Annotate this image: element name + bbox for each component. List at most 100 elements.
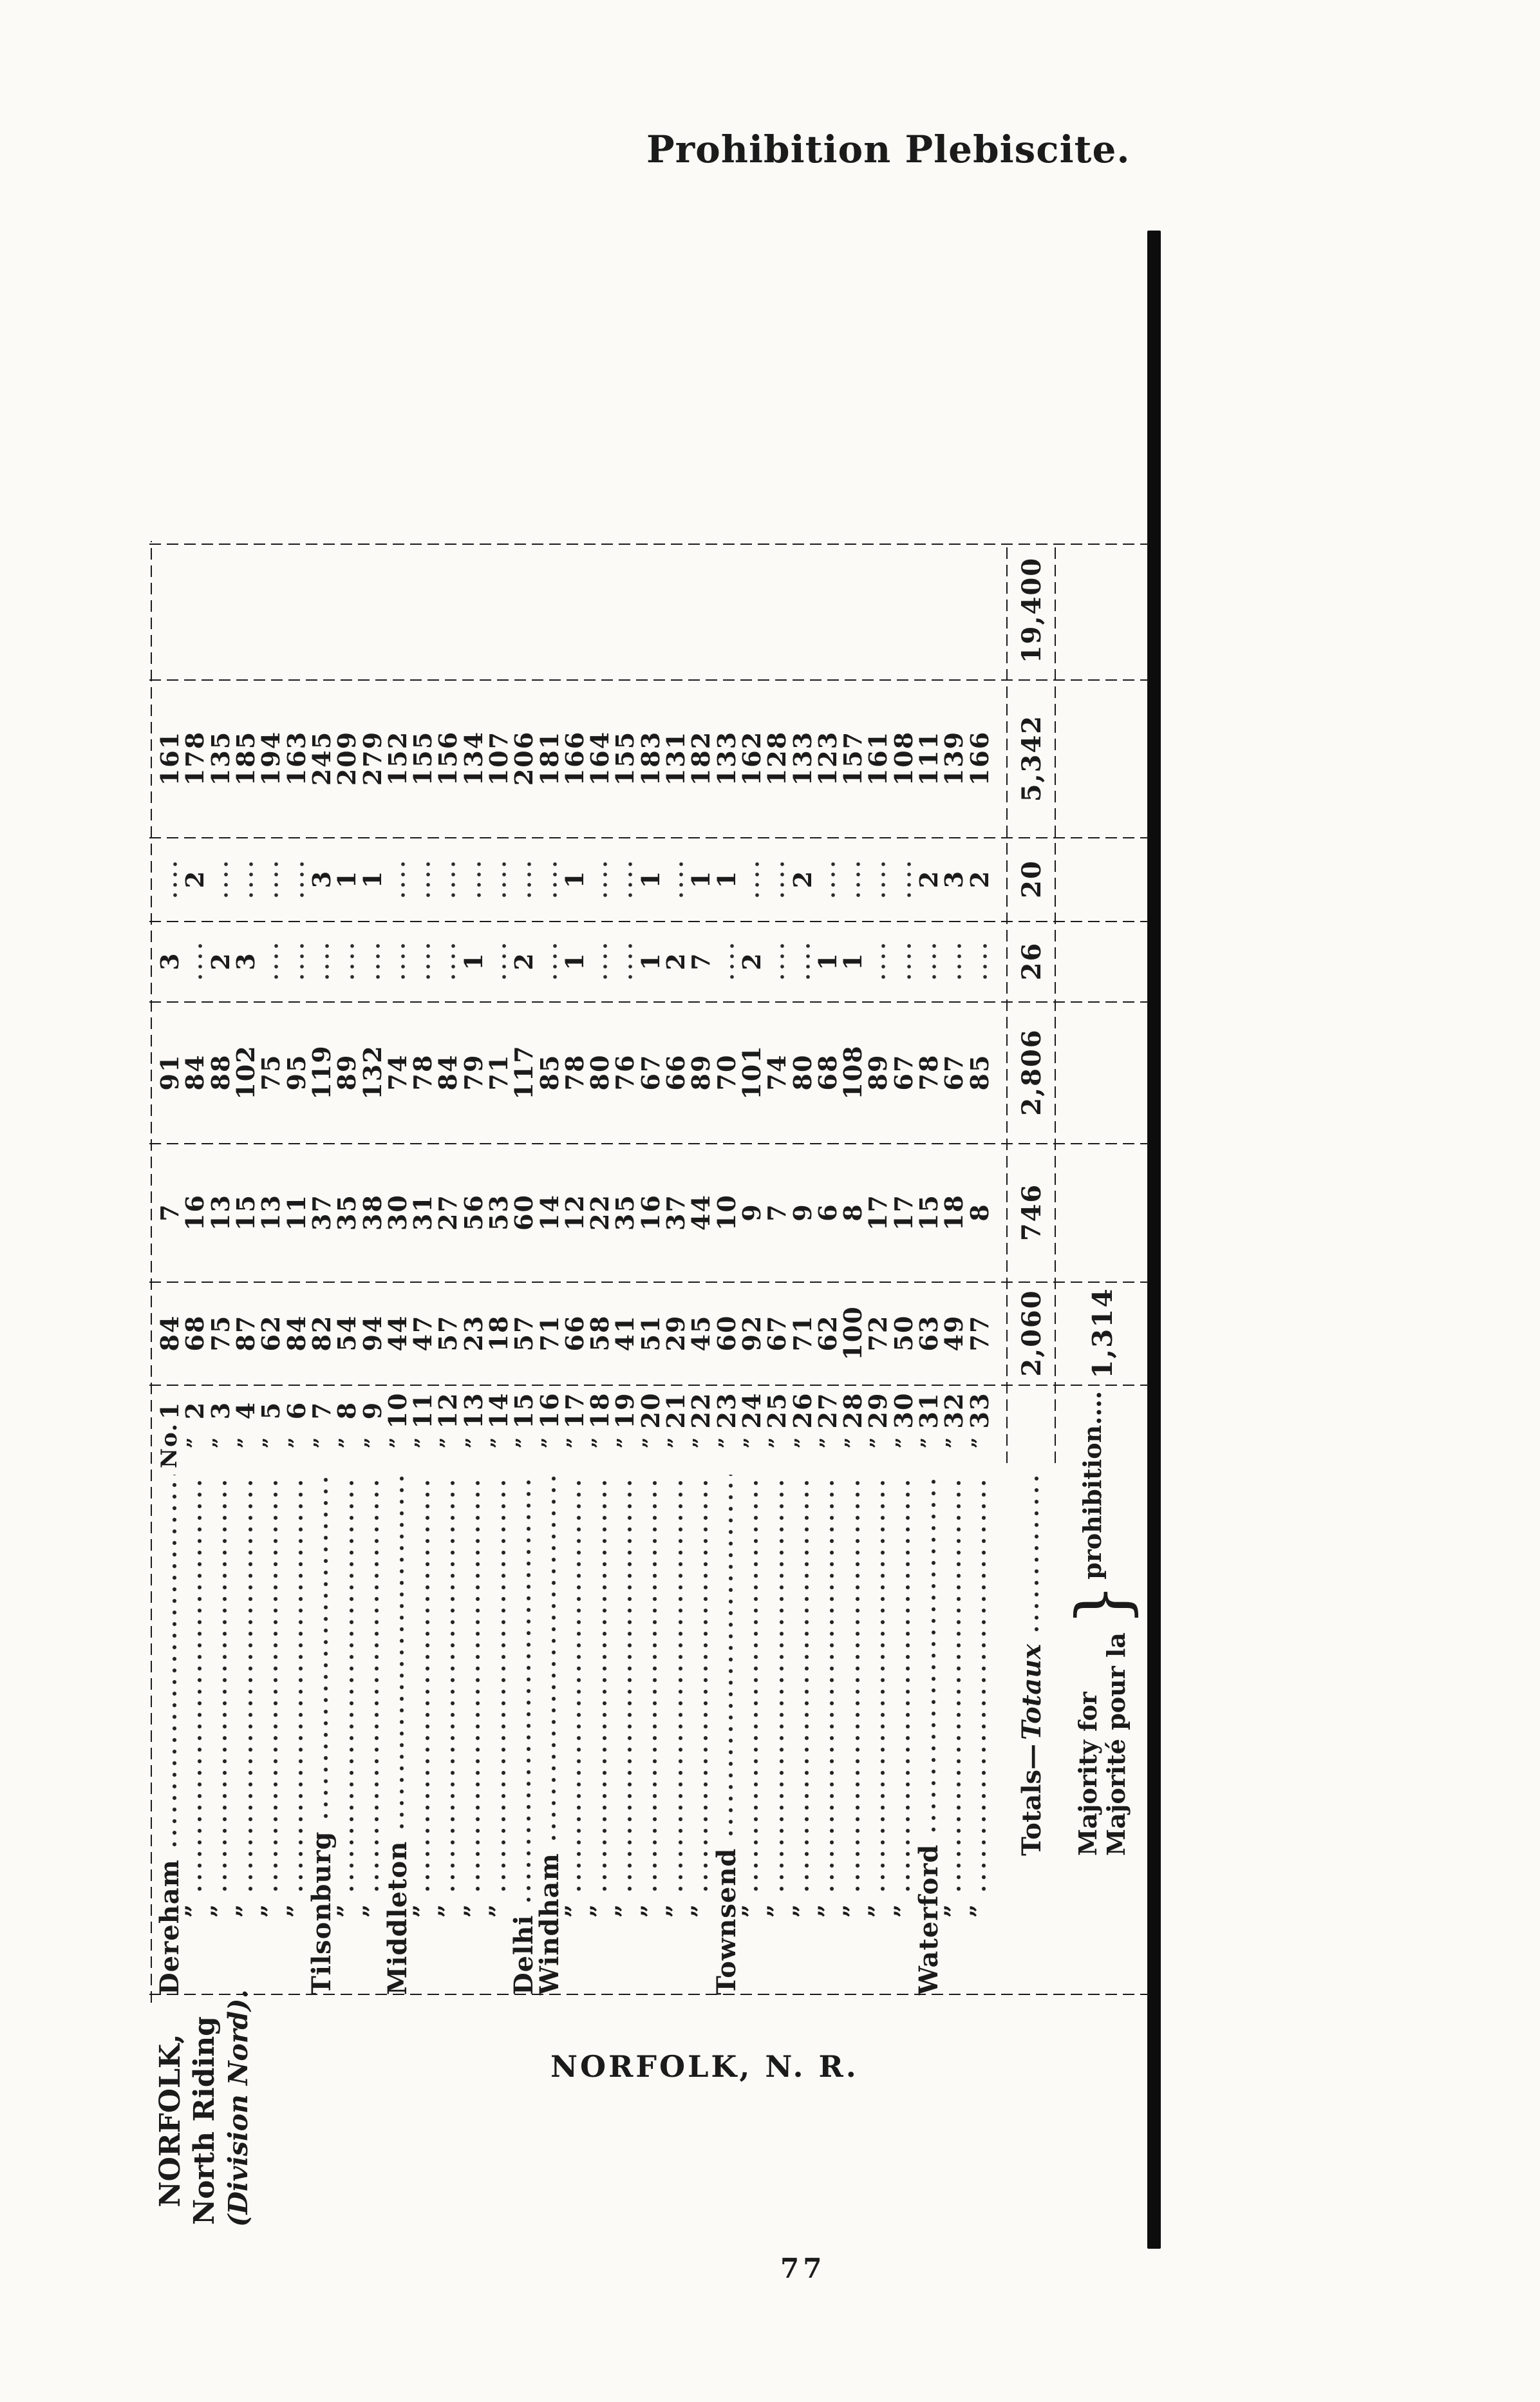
district-name: Townsend [711, 1848, 742, 1995]
dotted-leader [1033, 1475, 1040, 1635]
col5-value [663, 837, 688, 921]
col4-value [790, 921, 815, 1001]
col4-value [486, 921, 511, 1001]
margin-label-line2: North Riding [188, 2016, 221, 2225]
subdivision-number: 15 [509, 1392, 539, 1429]
names-on-list: 209 [332, 730, 362, 786]
empty-cell-dots [931, 940, 938, 983]
col5-value [157, 837, 182, 921]
no-ditto: ” [943, 1436, 966, 1449]
district-ditto: ” [940, 1904, 968, 1918]
district-cell: ” [738, 1468, 765, 2003]
dotted-leader [399, 1475, 406, 1832]
no-ditto: ” [690, 1436, 713, 1449]
empty-cell-dots [501, 940, 507, 983]
district-cell: ” [434, 1468, 461, 2003]
empty-cell-dots [855, 858, 862, 900]
no-ditto: ” [487, 1436, 510, 1449]
table-row: ” ” 4 87 15 102 3 185 [231, 541, 260, 2003]
col5-value [385, 837, 410, 921]
votes-polled: 74 [382, 1054, 412, 1091]
dotted-leader [550, 1475, 558, 1844]
votes-polled: 67 [939, 1054, 969, 1091]
votes-for: 23 [458, 1314, 488, 1352]
votes-against: 8 [838, 1203, 868, 1222]
votes-for: 66 [559, 1314, 589, 1352]
votes-against: 9 [737, 1203, 766, 1222]
votes-against: 35 [610, 1194, 640, 1231]
district-cell: Tilsonburg [306, 1468, 337, 2003]
votes-polled: 89 [686, 1054, 716, 1091]
col5-value [840, 837, 865, 921]
names-on-list: 131 [661, 730, 691, 786]
names-on-list: 155 [610, 730, 640, 786]
subdivision-number: 6 [281, 1401, 311, 1420]
table-row: ” ” 2 68 16 84 2 178 [180, 541, 210, 2003]
table-row: ” ” 21 29 37 66 2 131 [661, 541, 691, 2003]
table-row: Delhi ” 15 57 60 117 2 206 [509, 541, 539, 2003]
empty-cell-dots [273, 940, 280, 983]
table-row: ” ” 22 45 44 89 7 1 182 [686, 541, 716, 2003]
no-ditto: ” [841, 1436, 865, 1449]
votes-against: 53 [484, 1194, 513, 1231]
district-ditto: ” [257, 1904, 285, 1918]
empty-cell-dots [602, 858, 609, 900]
col5-value [537, 837, 562, 921]
table-row: ” ” 26 71 9 80 2 133 [788, 541, 817, 2003]
names-on-list: 183 [635, 730, 665, 786]
subdivision-number: 12 [433, 1392, 463, 1429]
district-ditto: ” [813, 1904, 841, 1918]
votes-polled: 108 [838, 1045, 868, 1100]
col5-value [764, 837, 789, 921]
district-ditto: ” [232, 1904, 259, 1918]
col4-value: 1 [635, 952, 665, 970]
dotted-leader [879, 1475, 886, 1895]
col5-value: 2 [964, 869, 994, 889]
table-row: ” ” 19 41 35 76 155 [610, 541, 640, 2003]
votes-for: 62 [256, 1314, 286, 1352]
dotted-leader [474, 1475, 482, 1895]
votes-against: 16 [635, 1194, 665, 1231]
empty-cell-dots [753, 858, 760, 900]
empty-cell-dots [323, 940, 330, 983]
votes-against: 8 [964, 1203, 994, 1222]
district-ditto: ” [333, 1904, 361, 1918]
col5-value: 2 [180, 869, 210, 889]
total-col4: 26 [1017, 941, 1047, 981]
district-cell: ” [359, 1468, 386, 2003]
empty-cell-dots [551, 940, 558, 983]
district-ditto: ” [409, 1904, 437, 1918]
no-ditto: ” [614, 1436, 637, 1449]
totals-label: Totals— Totaux [1017, 1468, 1047, 2003]
empty-cell-dots [399, 940, 406, 983]
district-name: Tilsonburg [306, 1831, 337, 1995]
votes-polled: 67 [888, 1054, 918, 1091]
col5-value [410, 837, 435, 921]
dotted-leader [297, 1475, 305, 1895]
votes-polled: 71 [484, 1054, 513, 1091]
table-rule-top [151, 541, 152, 2003]
empty-cell-dots [349, 940, 356, 983]
district-cell: ” [611, 1468, 639, 2003]
col4-value [891, 921, 916, 1001]
col4-value [865, 921, 890, 1001]
votes-for: 84 [281, 1314, 311, 1352]
no-ditto: ” [867, 1436, 890, 1449]
table-row: ” ” 9 94 38 132 1 279 [358, 541, 387, 2003]
district-ditto: ” [839, 1904, 867, 1918]
votes-polled: 67 [635, 1054, 665, 1091]
votes-against: 14 [534, 1194, 564, 1231]
subdivision-number: 24 [737, 1392, 766, 1429]
votes-against: 27 [433, 1194, 463, 1231]
table-row: ” ” 3 75 13 88 2 135 [206, 541, 235, 2003]
votes-for: 47 [408, 1314, 438, 1352]
district-ditto: ” [611, 1904, 639, 1918]
empty-cell-dots [779, 858, 786, 900]
votes-for: 44 [382, 1314, 412, 1352]
totals-label-fr: Totaux [1017, 1643, 1047, 1741]
subdivision-number: 10 [382, 1392, 412, 1429]
total-polled: 2,806 [1017, 1028, 1047, 1116]
subdivision-number: 27 [812, 1392, 842, 1429]
votes-for: 100 [838, 1305, 868, 1361]
col4-value [612, 921, 637, 1001]
